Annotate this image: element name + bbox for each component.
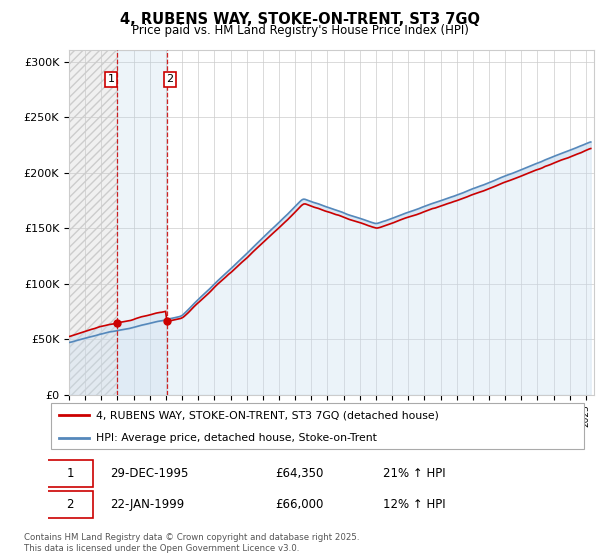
Text: 29-DEC-1995: 29-DEC-1995 — [110, 466, 188, 480]
Text: £66,000: £66,000 — [275, 497, 323, 511]
Text: 1: 1 — [67, 466, 74, 480]
Text: 2: 2 — [167, 74, 173, 85]
Text: Contains HM Land Registry data © Crown copyright and database right 2025.
This d: Contains HM Land Registry data © Crown c… — [24, 533, 359, 553]
FancyBboxPatch shape — [47, 491, 93, 517]
Text: 4, RUBENS WAY, STOKE-ON-TRENT, ST3 7GQ (detached house): 4, RUBENS WAY, STOKE-ON-TRENT, ST3 7GQ (… — [95, 410, 439, 421]
Bar — [117, 50, 167, 395]
Text: 22-JAN-1999: 22-JAN-1999 — [110, 497, 184, 511]
FancyBboxPatch shape — [47, 460, 93, 487]
FancyBboxPatch shape — [50, 404, 584, 449]
Text: 21% ↑ HPI: 21% ↑ HPI — [383, 466, 445, 480]
Text: 2: 2 — [67, 497, 74, 511]
Text: HPI: Average price, detached house, Stoke-on-Trent: HPI: Average price, detached house, Stok… — [95, 433, 376, 444]
Text: 1: 1 — [107, 74, 115, 85]
Text: Price paid vs. HM Land Registry's House Price Index (HPI): Price paid vs. HM Land Registry's House … — [131, 24, 469, 36]
Text: 4, RUBENS WAY, STOKE-ON-TRENT, ST3 7GQ: 4, RUBENS WAY, STOKE-ON-TRENT, ST3 7GQ — [120, 12, 480, 27]
Bar — [69, 50, 117, 395]
Bar — [69, 50, 117, 395]
Text: £64,350: £64,350 — [275, 466, 323, 480]
Text: 12% ↑ HPI: 12% ↑ HPI — [383, 497, 445, 511]
